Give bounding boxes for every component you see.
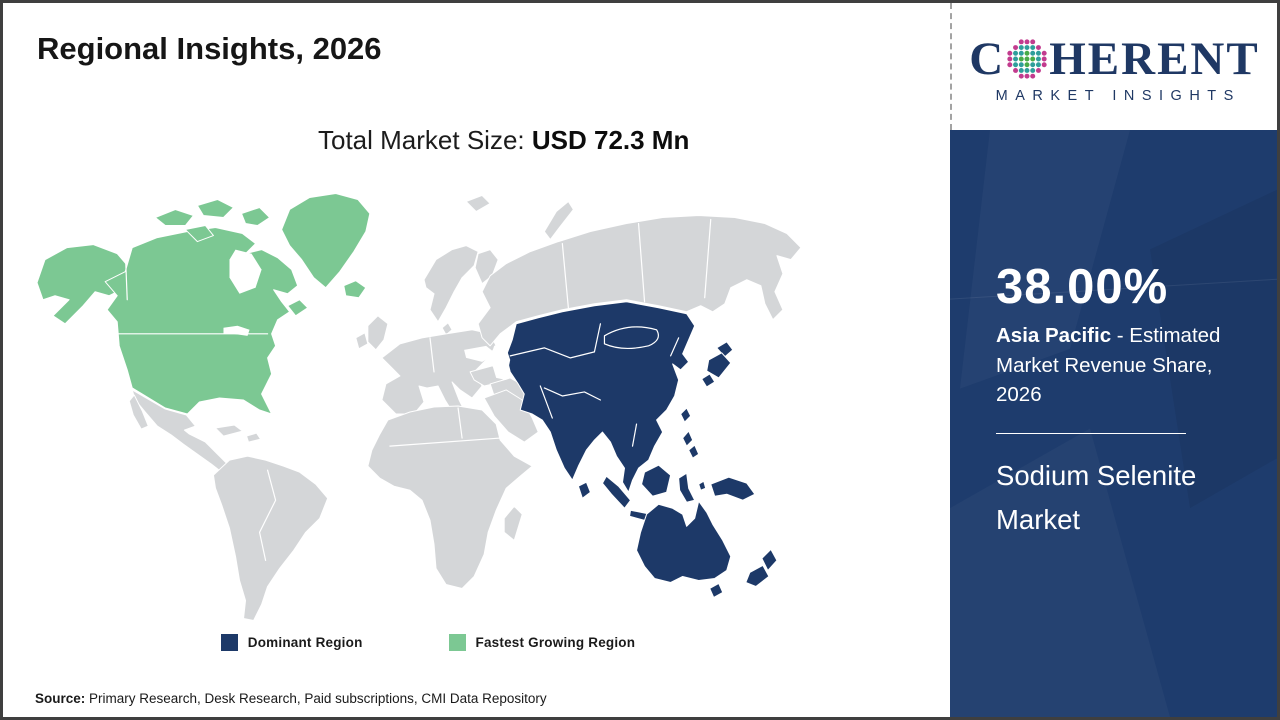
- region-australia: [636, 500, 732, 583]
- region-uk: [367, 315, 389, 351]
- region-sumatra: [601, 475, 632, 509]
- share-value: 38.00%: [996, 260, 1169, 314]
- region-alaska: [37, 244, 130, 325]
- region-novaya-zemlya: [543, 200, 574, 241]
- region-new-guinea: [710, 476, 756, 501]
- region-arctic-island: [196, 198, 235, 219]
- region-new-zealand-south: [745, 564, 770, 587]
- region-sri-lanka: [577, 481, 591, 499]
- region-sulawesi: [678, 472, 696, 503]
- region-arctic-island: [184, 225, 214, 243]
- region-canada-usa: [104, 227, 299, 415]
- region-ireland: [355, 332, 369, 350]
- share-desc-rest: - Estimated Market Revenue Share, 2026: [996, 324, 1221, 406]
- map-region-asia-pacific: [505, 301, 778, 598]
- brand-prefix: C: [969, 32, 1006, 85]
- region-iceland: [343, 280, 367, 299]
- legend-label-dominant: Dominant Region: [247, 635, 363, 650]
- caspian-sea: [490, 341, 511, 380]
- brand-wordmark: C: [969, 32, 1260, 85]
- brand-subtitle: MARKET INSIGHTS: [995, 87, 1241, 104]
- region-south-america: [212, 455, 329, 621]
- legend-item-dominant: Dominant Region: [220, 634, 363, 651]
- share-divider: [996, 432, 1186, 434]
- world-map-svg: [37, 192, 802, 621]
- total-market-size-value: USD 72.3 Mn: [531, 125, 690, 155]
- share-description: Asia Pacific - Estimated Market Revenue …: [996, 321, 1236, 408]
- world-map: [37, 187, 819, 621]
- hudson-bay: [229, 249, 262, 294]
- map-country-borders: [116, 218, 712, 562]
- region-philippines: [688, 444, 700, 459]
- map-legend: Dominant Region Fastest Growing Region: [37, 634, 819, 651]
- black-sea: [464, 345, 497, 362]
- region-arctic-island: [241, 206, 271, 227]
- region-new-zealand-north: [761, 548, 778, 571]
- source-label: Source:: [35, 691, 86, 706]
- source-text: Primary Research, Desk Research, Paid su…: [85, 691, 547, 706]
- legend-swatch-dominant: [220, 634, 238, 651]
- region-taiwan: [680, 407, 692, 423]
- globe-dots-icon: [1007, 39, 1047, 79]
- sidebar-texture: [950, 189, 1277, 509]
- region-tasmania: [709, 582, 724, 598]
- region-arabia: [483, 389, 539, 443]
- market-name: Sodium Selenite Market: [996, 459, 1197, 536]
- legend-label-fastest-growing: Fastest Growing Region: [475, 635, 636, 650]
- share-region: Asia Pacific: [996, 324, 1112, 348]
- sidebar: 38.00% Asia Pacific - Estimated Market R…: [950, 130, 1277, 717]
- region-moluccas: [698, 480, 707, 491]
- region-madagascar: [503, 505, 523, 541]
- map-region-north-america: [37, 192, 371, 415]
- region-japan-honshu: [706, 352, 732, 379]
- region-asia-mainland: [505, 301, 696, 493]
- region-denmark: [441, 322, 453, 336]
- brand-logo: C: [950, 3, 1277, 130]
- region-greenland: [281, 192, 371, 289]
- region-scandinavia: [423, 245, 479, 323]
- map-water: [223, 249, 511, 380]
- region-newfoundland: [287, 299, 309, 317]
- total-market-size: Total Market Size: USD 72.3 Mn: [318, 125, 689, 156]
- source-note: Source: Primary Research, Desk Research,…: [35, 691, 547, 706]
- region-africa: [367, 405, 533, 589]
- region-russia: [477, 215, 802, 347]
- legend-item-fastest-growing: Fastest Growing Region: [448, 634, 636, 651]
- region-baja: [128, 394, 149, 430]
- region-borneo: [641, 464, 672, 497]
- region-philippines: [682, 430, 694, 447]
- region-hispaniola: [246, 432, 262, 443]
- legend-swatch-fastest-growing: [448, 634, 466, 651]
- region-arctic-island: [154, 209, 194, 227]
- brand-suffix: HERENT: [1049, 32, 1260, 85]
- region-japan-kyushu: [701, 373, 716, 388]
- region-svalbard: [465, 194, 491, 213]
- region-cuba: [214, 424, 244, 437]
- total-market-size-label: Total Market Size:: [318, 125, 532, 155]
- page-title: Regional Insights, 2026: [37, 31, 382, 66]
